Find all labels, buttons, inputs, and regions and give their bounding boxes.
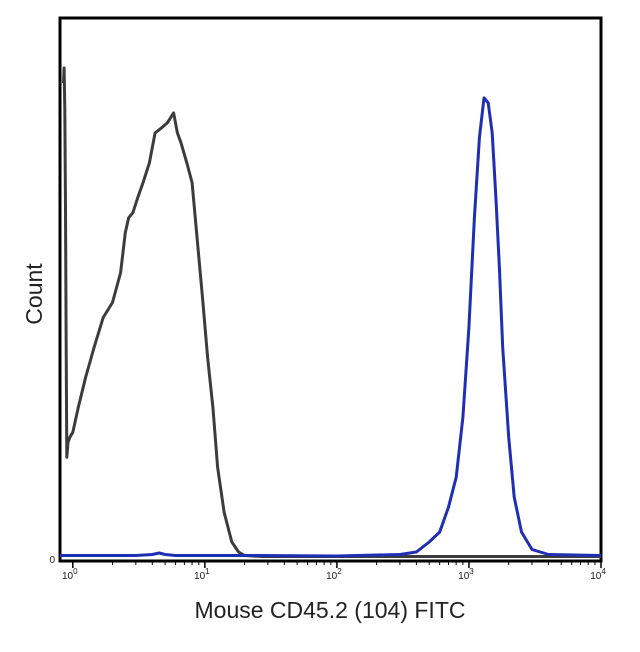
x-tick-label-3: 103 bbox=[458, 567, 474, 582]
y-axis: 0 bbox=[49, 555, 55, 566]
x-tick-label-4: 104 bbox=[590, 567, 606, 582]
series-line-2 bbox=[60, 96, 602, 558]
x-axis: 100 101 102 103 104 bbox=[62, 561, 606, 582]
y-tick-label-0: 0 bbox=[49, 555, 55, 566]
plot-frame bbox=[58, 16, 603, 563]
x-tick-label-1: 101 bbox=[194, 567, 210, 582]
y-axis-title: Count bbox=[21, 263, 47, 325]
series-layer bbox=[60, 66, 602, 558]
x-tick-label-2: 102 bbox=[326, 567, 342, 582]
x-axis-title: Mouse CD45.2 (104) FITC bbox=[195, 597, 466, 623]
series-line-1 bbox=[62, 66, 601, 558]
x-tick-label-0: 100 bbox=[62, 567, 78, 582]
